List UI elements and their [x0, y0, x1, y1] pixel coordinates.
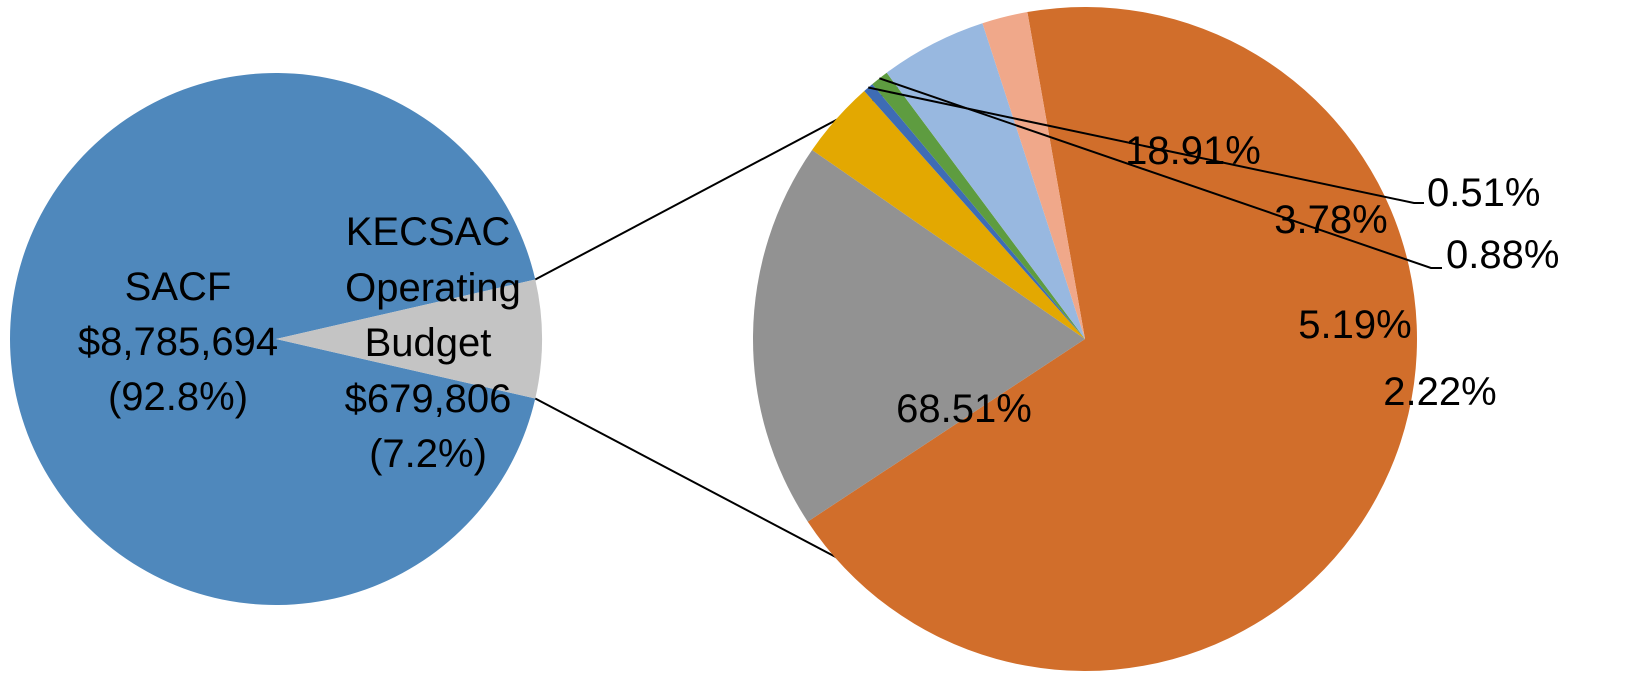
kecsac-label-line4: $679,806 — [345, 377, 512, 421]
slice-label-5-19: 5.19% — [1298, 303, 1411, 347]
leader-line-0-51 — [868, 86, 1424, 204]
kecsac-label-line3: Budget — [365, 321, 492, 365]
main-pie — [10, 73, 543, 605]
slice-label-18-91: 18.91% — [1125, 129, 1261, 173]
slice-label-0-88: 0.88% — [1446, 233, 1559, 277]
sacf-label-line2: $8,785,694 — [78, 320, 278, 364]
slice-label-68-51: 68.51% — [896, 387, 1032, 431]
breakdown-slice-4 — [872, 72, 1085, 339]
breakdown-slice-1 — [753, 149, 1085, 522]
breakdown-slice-6 — [982, 12, 1085, 339]
leader-lines — [868, 77, 1442, 269]
main-slice-kecsac — [276, 279, 543, 399]
kecsac-label-line2: Operating — [345, 266, 521, 310]
kecsac-label-line5: (7.2%) — [369, 432, 487, 476]
main-slice-sacf — [10, 73, 536, 605]
kecsac-label-line1: KECSAC — [346, 210, 511, 254]
breakdown-pie — [753, 6, 1417, 671]
slice-label-3-78: 3.78% — [1274, 198, 1387, 242]
breakdown-slice-3 — [864, 84, 1085, 339]
sacf-label-line3: (92.8%) — [108, 375, 248, 419]
breakdown-slice-0 — [807, 6, 1417, 671]
slice-label-0-51: 0.51% — [1427, 171, 1540, 215]
leader-line-0-88 — [879, 77, 1442, 269]
sacf-label-line1: SACF — [125, 265, 232, 309]
breakdown-slice-2 — [812, 91, 1085, 339]
slice-label-2-22: 2.22% — [1383, 370, 1496, 414]
